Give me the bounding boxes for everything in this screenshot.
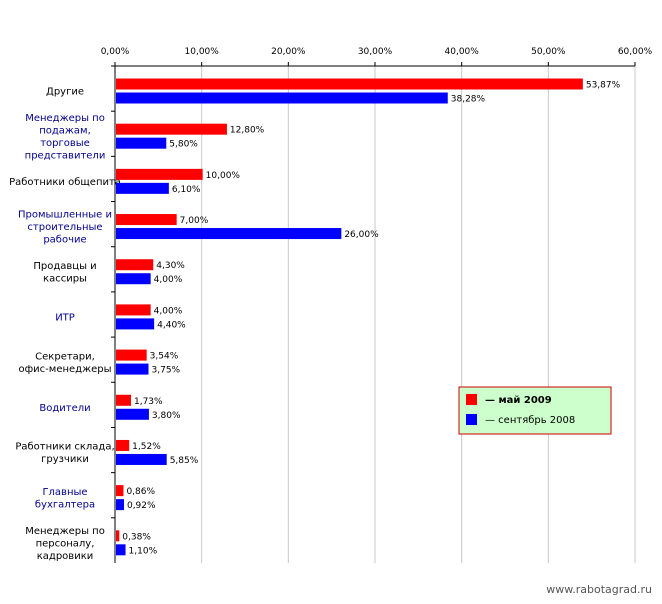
legend-swatch-sep-2008 <box>466 414 477 425</box>
bar <box>116 228 342 240</box>
category-label-line: бухгалтера <box>35 499 95 510</box>
x-tick-label: 20,00% <box>271 47 306 57</box>
category-label-line: торговые <box>40 138 90 149</box>
category-label-line: Секретари, <box>35 351 95 362</box>
data-label: 12,80% <box>230 126 265 136</box>
bar <box>116 273 151 285</box>
data-label: 4,40% <box>157 320 186 330</box>
bar <box>116 168 203 180</box>
data-label: 10,00% <box>206 171 241 181</box>
bar <box>116 78 583 90</box>
category-label-line: Работники общепита <box>9 177 121 188</box>
data-label: 1,10% <box>129 546 158 556</box>
category-label[interactable]: Секретари, офис-менеджеры <box>19 351 112 375</box>
watermark: www.rabotagrad.ru <box>546 583 652 596</box>
bar <box>116 499 124 511</box>
data-label: 4,00% <box>154 306 183 316</box>
category-label-line: Менеджеры по <box>25 526 105 537</box>
category-label-line: Промышленные и <box>18 210 112 221</box>
category-label[interactable]: Другие <box>46 87 84 98</box>
legend-label-sep-2008: — сентябрь 2008 <box>485 415 575 426</box>
category-label-line: Главные <box>42 487 87 498</box>
legend-box <box>458 386 612 435</box>
bar <box>116 349 147 361</box>
bar <box>116 214 177 226</box>
x-tick-label: 50,00% <box>531 47 566 57</box>
data-label: 38,28% <box>451 95 486 105</box>
data-label: 5,80% <box>169 140 198 150</box>
x-tick-label: 0,00% <box>101 47 130 57</box>
category-label-line: подажам, <box>39 125 91 136</box>
data-label: 5,85% <box>170 456 199 466</box>
bar <box>116 485 124 497</box>
category-label-line: рабочие <box>43 235 86 246</box>
data-label: 3,54% <box>150 352 179 362</box>
bar <box>116 394 131 406</box>
category-label-line: кассиры <box>43 273 87 284</box>
x-tick-label: 40,00% <box>445 47 480 57</box>
data-label: 3,75% <box>152 366 181 376</box>
data-label: 7,00% <box>180 216 209 226</box>
bar <box>116 453 167 465</box>
bar <box>116 408 149 420</box>
legend-label-may-2009: — май 2009 <box>485 395 552 406</box>
bar <box>116 363 149 375</box>
bar <box>116 259 154 271</box>
category-label-line: офис-менеджеры <box>19 364 112 375</box>
bar <box>116 304 151 316</box>
data-label: 6,10% <box>172 185 201 195</box>
bar <box>116 137 167 149</box>
x-tick-label: 10,00% <box>185 47 220 57</box>
bar <box>116 439 130 451</box>
category-label-line: ИТР <box>55 312 75 323</box>
data-label: 0,86% <box>126 487 155 497</box>
category-label[interactable]: Главные бухгалтера <box>35 487 95 511</box>
category-label[interactable]: Водители <box>39 403 90 414</box>
bar <box>116 123 227 135</box>
category-label[interactable]: Продавцы и кассиры <box>33 261 96 285</box>
bar <box>116 318 155 330</box>
bar <box>116 544 126 556</box>
category-label-line: Водители <box>39 403 90 414</box>
category-label[interactable]: Работники общепита <box>9 177 121 188</box>
category-label-line: строительные <box>27 222 102 233</box>
data-label: 26,00% <box>344 230 379 240</box>
data-label: 0,38% <box>122 532 151 542</box>
category-label-line: грузчики <box>41 454 89 465</box>
category-label-line: Работники склада, <box>15 442 114 453</box>
x-tick-label: 60,00% <box>618 47 653 57</box>
category-label-line: представители <box>25 150 106 161</box>
bar <box>116 92 448 104</box>
category-label-line: персоналу, <box>36 538 95 549</box>
bar <box>116 182 169 194</box>
data-label: 4,30% <box>156 261 185 271</box>
legend-swatch-may-2009 <box>466 394 477 405</box>
category-label-line: Продавцы и <box>33 261 96 272</box>
x-tick-label: 30,00% <box>358 47 393 57</box>
category-label[interactable]: Промышленные и строительные рабочие <box>18 210 112 246</box>
data-label: 4,00% <box>154 275 183 285</box>
category-label[interactable]: Менеджеры по подажам, торговые представител… <box>25 113 106 162</box>
bar <box>116 530 120 542</box>
data-label: 3,80% <box>152 411 181 421</box>
data-label: 53,87% <box>586 81 621 91</box>
category-label-line: кадровики <box>37 551 93 562</box>
category-label-line: Менеджеры по <box>25 113 105 124</box>
category-label[interactable]: ИТР <box>55 312 75 323</box>
category-label[interactable]: Работники склада, грузчики <box>15 442 114 466</box>
data-label: 0,92% <box>127 501 156 511</box>
category-label-line: Другие <box>46 87 84 98</box>
category-label[interactable]: Менеджеры по персоналу, кадровики <box>25 526 105 562</box>
data-label: 1,52% <box>132 442 161 452</box>
data-label: 1,73% <box>134 397 163 407</box>
